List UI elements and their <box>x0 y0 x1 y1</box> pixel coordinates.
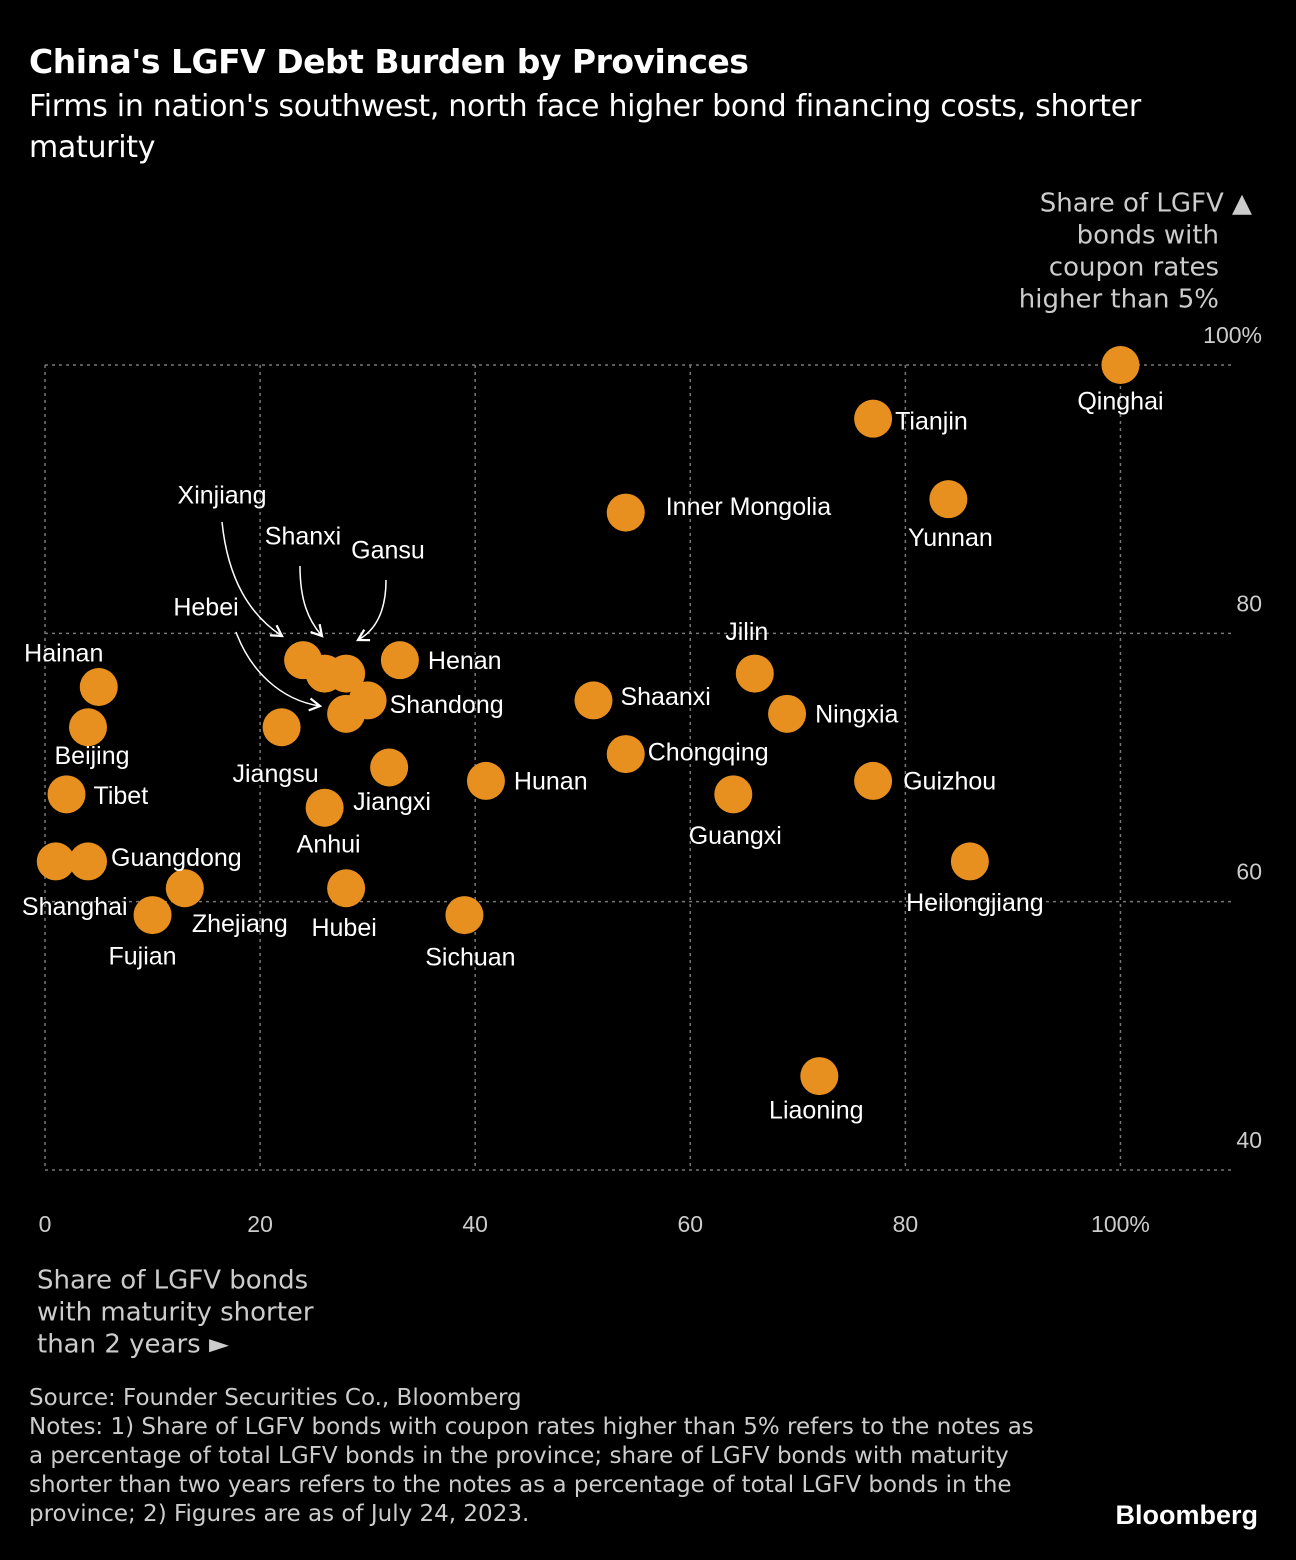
x-tick-label: 100% <box>1091 1211 1150 1237</box>
point <box>370 748 409 787</box>
point <box>133 896 172 935</box>
point <box>714 775 753 814</box>
notes: Notes: 1) Share of LGFV bonds with coupo… <box>29 1414 1034 1527</box>
point <box>327 694 366 733</box>
point-label: Hebei <box>173 594 238 622</box>
point-label: Sichuan <box>425 944 515 972</box>
point-label: Heilongjiang <box>906 889 1044 917</box>
point-label: Hunan <box>514 768 588 796</box>
point <box>606 493 645 532</box>
x-axis-label: with maturity shorter <box>37 1298 314 1328</box>
y-tick-label: 80 <box>1236 590 1262 616</box>
point-label: Tibet <box>94 782 149 810</box>
point-label: Zhejiang <box>192 910 288 938</box>
point-label: Liaoning <box>769 1097 864 1125</box>
annotation-arrow <box>235 631 323 712</box>
point-label: Chongqing <box>648 739 769 767</box>
point <box>606 735 645 774</box>
x-tick-label: 0 <box>39 1211 52 1237</box>
point <box>574 681 613 720</box>
x-tick-label: 40 <box>462 1211 488 1237</box>
point <box>735 654 774 693</box>
point-label: Guangdong <box>111 844 242 872</box>
y-tick-label: 60 <box>1236 859 1262 885</box>
annotation-arrow <box>299 565 324 638</box>
point-label: Ningxia <box>815 700 898 728</box>
brand: Bloomberg <box>1115 1500 1258 1530</box>
point-label: Shandong <box>390 691 504 719</box>
point-label: Yunnan <box>908 524 993 552</box>
point <box>47 775 86 814</box>
point <box>305 788 344 827</box>
point-label: Beijing <box>54 742 129 770</box>
point-label: Jilin <box>725 618 768 646</box>
point <box>768 694 807 733</box>
point <box>445 896 484 935</box>
x-tick-label: 60 <box>677 1211 703 1237</box>
point <box>800 1057 839 1096</box>
x-tick-label: 20 <box>247 1211 273 1237</box>
point <box>950 842 989 881</box>
point <box>36 842 75 881</box>
point-label: Tianjin <box>895 407 968 435</box>
point-label: Fujian <box>108 943 176 971</box>
y-axis-label: bonds with <box>1077 221 1219 251</box>
point-label: Xinjiang <box>178 482 267 510</box>
point-label: Jiangxi <box>353 788 431 816</box>
point-label: Qinghai <box>1077 388 1163 416</box>
y-axis-label: coupon rates <box>1049 253 1219 283</box>
footer: Source: Founder Securities Co., Bloomber… <box>29 1384 1039 1529</box>
point-label: Shaanxi <box>620 683 710 711</box>
point-label: Guizhou <box>903 768 996 796</box>
x-axis-label: than 2 years ► <box>37 1330 229 1360</box>
y-axis-label: Share of LGFV ▲ <box>1040 189 1252 219</box>
point-label: Jiangsu <box>233 760 319 788</box>
point-label: Hainan <box>24 640 103 668</box>
x-tick-label: 80 <box>893 1211 919 1237</box>
point <box>466 761 505 800</box>
point <box>854 761 893 800</box>
chart-subtitle: Firms in nation's southwest, north face … <box>29 89 1141 165</box>
point <box>327 654 366 693</box>
y-axis-label: higher than 5% <box>1019 285 1219 315</box>
annotation-arrow <box>356 579 387 642</box>
annotation-arrow <box>221 521 284 638</box>
chart-title: China's LGFV Debt Burden by Provinces <box>29 42 749 81</box>
point-label: Inner Mongolia <box>666 493 831 521</box>
point-label: Shanxi <box>265 523 341 551</box>
point <box>69 842 108 881</box>
point <box>854 399 893 438</box>
x-axis-label: Share of LGFV bonds <box>37 1266 308 1296</box>
point <box>69 708 108 747</box>
point <box>327 869 366 908</box>
point-label: Guangxi <box>689 822 782 850</box>
point-label: Shanghai <box>22 893 128 921</box>
point <box>380 641 419 680</box>
point <box>929 480 968 519</box>
point-label: Gansu <box>351 537 425 565</box>
point <box>262 708 301 747</box>
point-label: Anhui <box>297 830 361 858</box>
y-tick-label: 40 <box>1236 1127 1262 1153</box>
source: Source: Founder Securities Co., Bloomber… <box>29 1385 522 1411</box>
point <box>1101 346 1140 384</box>
point <box>79 668 118 706</box>
y-tick-label: 100% <box>1203 322 1262 348</box>
point-label: Hubei <box>311 914 376 942</box>
point <box>165 869 204 908</box>
point-label: Henan <box>428 647 502 675</box>
